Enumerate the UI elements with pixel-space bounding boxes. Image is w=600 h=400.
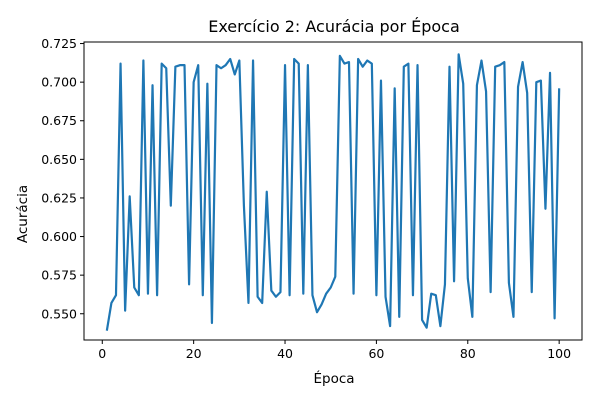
plot-area	[105, 53, 561, 331]
y-axis-label: Acurácia	[15, 185, 31, 243]
y-tick-label: 0.675	[41, 113, 77, 128]
chart-title: Exercício 2: Acurácia por Época	[208, 17, 460, 36]
x-tick-label: 60	[368, 346, 384, 361]
y-tick-label: 0.600	[41, 229, 77, 244]
y-tick-label: 0.625	[41, 190, 77, 205]
x-axis: 0 20 40 60 80 100	[98, 340, 571, 361]
plot-frame	[83, 41, 583, 341]
x-tick-label: 80	[460, 346, 476, 361]
y-tick-label: 0.550	[41, 306, 77, 321]
y-tick-label: 0.725	[41, 36, 77, 51]
y-tick-label: 0.650	[41, 152, 77, 167]
y-tick-label: 0.575	[41, 268, 77, 283]
x-tick-label: 40	[277, 346, 293, 361]
x-axis-label: Época	[313, 370, 354, 387]
accuracy-series-line	[105, 53, 561, 331]
x-tick-label: 20	[186, 346, 202, 361]
y-tick-label: 0.700	[41, 75, 77, 90]
x-tick-label: 100	[547, 346, 571, 361]
y-axis: 0.550 0.575 0.600 0.625 0.650 0.675 0.700 0.725	[41, 36, 84, 321]
x-tick-label: 0	[98, 346, 106, 361]
